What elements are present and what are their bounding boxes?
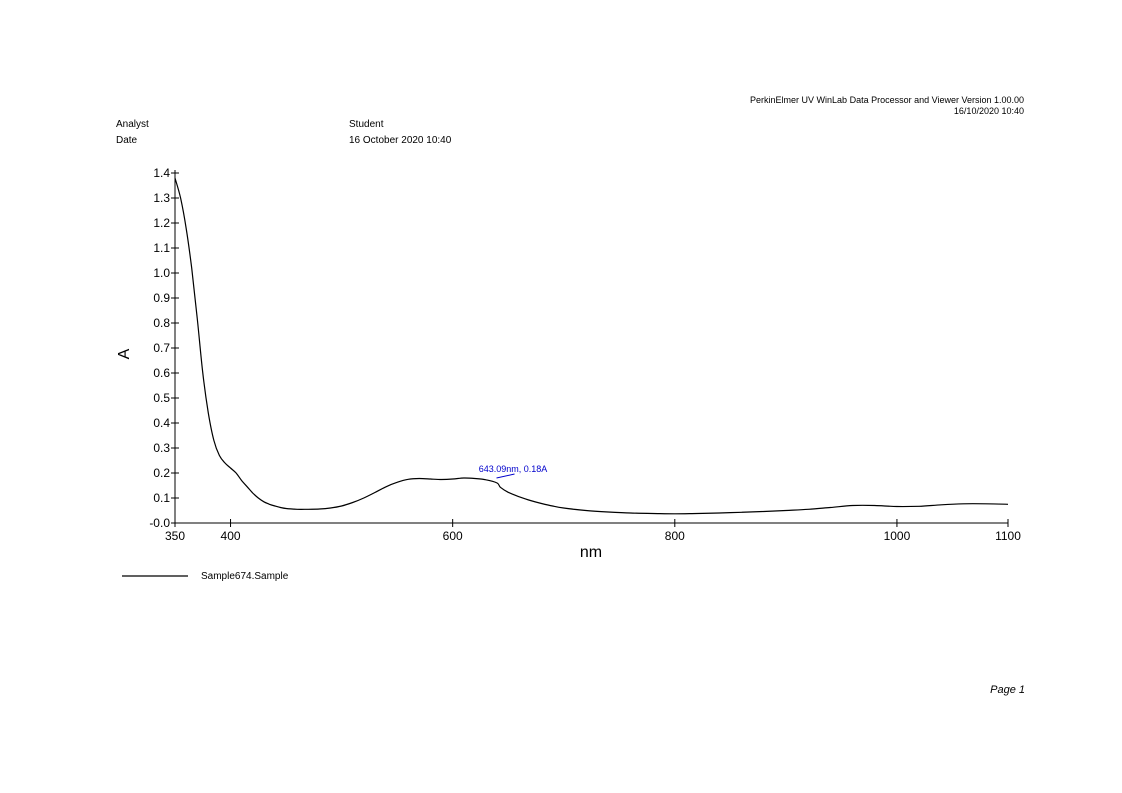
header-timestamp: 16/10/2020 10:40 xyxy=(953,106,1024,116)
y-tick-label: 0.4 xyxy=(153,416,170,430)
y-axis-label: A xyxy=(116,348,133,359)
legend-label: Sample674.Sample xyxy=(201,571,289,582)
chart-legend: Sample674.Sample xyxy=(122,571,289,582)
y-tick-label: 0.9 xyxy=(153,291,170,305)
y-tick-label: 1.3 xyxy=(153,191,170,205)
date-value: 16 October 2020 10:40 xyxy=(349,135,452,146)
x-tick-label: 1100 xyxy=(995,529,1021,543)
y-tick-label: 0.8 xyxy=(153,316,170,330)
analyst-label: Analyst xyxy=(116,119,149,130)
chart-series xyxy=(174,177,1009,515)
y-tick-label: 0.2 xyxy=(153,466,170,480)
annotation-leader xyxy=(496,473,515,479)
software-name: PerkinElmer UV WinLab Data Processor and… xyxy=(750,95,1024,105)
y-tick-label: 1.4 xyxy=(153,166,170,180)
y-tick-label: 0.5 xyxy=(153,391,170,405)
y-tick-label: 0.1 xyxy=(153,491,170,505)
y-tick-label: -0.0 xyxy=(149,516,170,530)
x-tick-label: 400 xyxy=(221,529,241,543)
series-line xyxy=(174,177,1009,515)
x-tick-label: 1000 xyxy=(884,529,911,543)
chart-axes: nm A xyxy=(116,170,1008,561)
annotation-label: 643.09nm, 0.18A xyxy=(479,464,548,474)
chart-ticks: -0.0 0.1 0.2 0.3 0.4 0.5 0.6 0.7 0.8 0.9 1.0 1.1 1.2… xyxy=(149,166,1021,543)
x-tick-label: 350 xyxy=(165,529,185,543)
x-tick-label: 600 xyxy=(443,529,463,543)
y-tick-label: 1.2 xyxy=(153,216,170,230)
y-tick-label: 0.3 xyxy=(153,441,170,455)
date-label: Date xyxy=(116,135,138,146)
chart-annotations: 643.09nm, 0.18A xyxy=(479,464,548,479)
x-tick-label: 800 xyxy=(665,529,685,543)
y-tick-label: 0.6 xyxy=(153,366,170,380)
y-tick-label: 1.1 xyxy=(153,241,170,255)
analyst-value: Student xyxy=(349,119,384,130)
page-number: Page 1 xyxy=(990,684,1025,696)
y-tick-label: 1.0 xyxy=(153,266,170,280)
y-tick-label: 0.7 xyxy=(153,341,170,355)
x-axis-label: nm xyxy=(580,544,602,561)
